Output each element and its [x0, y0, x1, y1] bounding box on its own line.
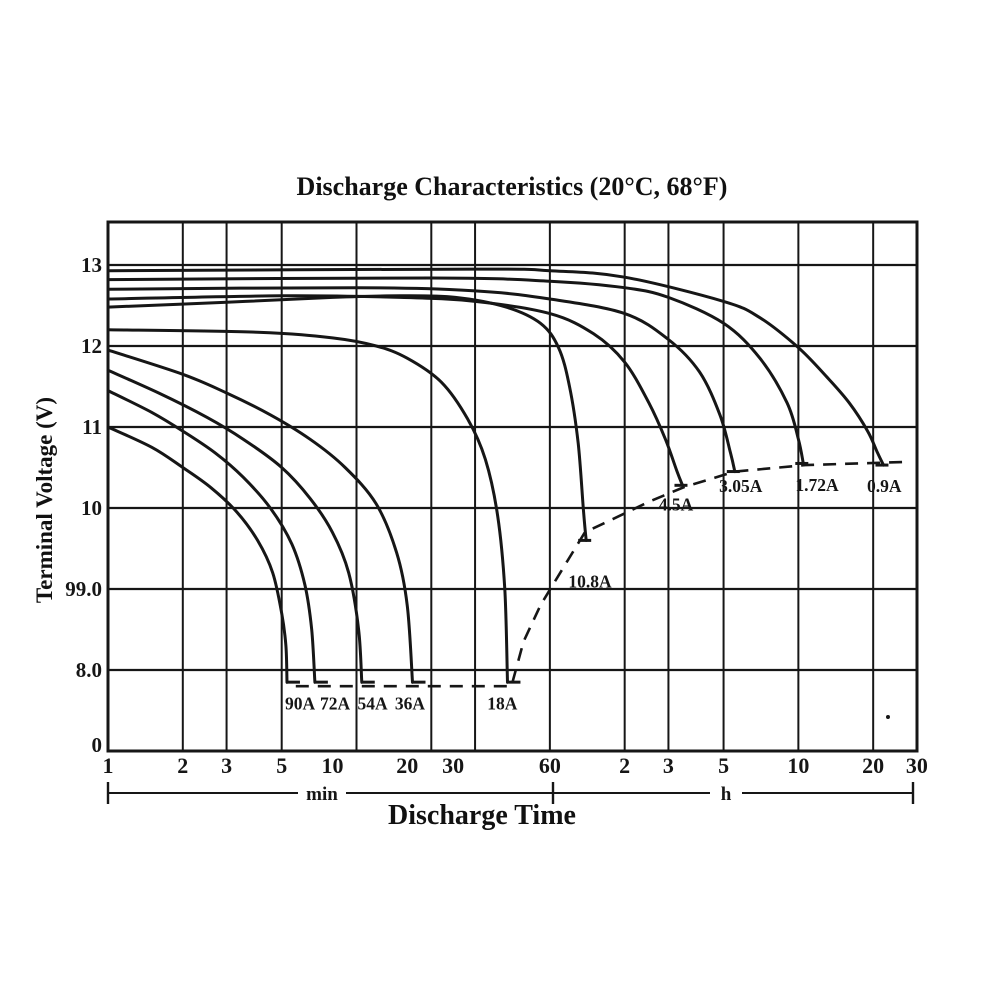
curve-label-54A: 54A [357, 694, 388, 714]
series-curve-72A [106, 389, 317, 684]
x-tick-label: 20 [862, 753, 884, 778]
x-tick-label: 2 [177, 753, 188, 778]
x-tick-label: 3 [663, 753, 674, 778]
x-tick-label: 60 [539, 753, 561, 778]
x-tick-label: 5 [276, 753, 287, 778]
series-curve-3.05A [106, 286, 737, 474]
y-tick-label: 8.0 [76, 658, 102, 682]
y-tick-label: 0 [92, 733, 103, 757]
x-tick-label: 10 [322, 753, 344, 778]
x-tick-label: 30 [442, 753, 464, 778]
x-tick-label: 20 [396, 753, 418, 778]
curve-label-3.05A: 3.05A [719, 476, 763, 496]
curve-label-1.72A: 1.72A [795, 475, 839, 495]
y-tick-label: 10 [81, 496, 102, 520]
x-tick-label: 30 [906, 753, 928, 778]
series-curve-0.9A [106, 267, 885, 467]
series-curve-36A [106, 348, 414, 684]
chart-title: Discharge Characteristics (20°C, 68°F) [296, 172, 728, 201]
y-tick-label: 11 [82, 415, 102, 439]
x-tick-label: 5 [718, 753, 729, 778]
unit-label-h: h [721, 784, 732, 805]
scan-speck [886, 715, 890, 719]
chart-border [106, 220, 919, 753]
curve-label-72A: 72A [320, 694, 351, 714]
y-tick-label: 99.0 [65, 577, 102, 601]
y-tick-label: 13 [81, 253, 102, 277]
curve-label-4.5A: 4.5A [659, 494, 694, 514]
series-curve-90A [106, 425, 289, 684]
curve-label-18A: 18A [487, 694, 518, 714]
x-tick-label: 2 [619, 753, 630, 778]
x-tick-label: 10 [787, 753, 809, 778]
curve-label-36A: 36A [395, 694, 426, 714]
x-tick-label: 1 [103, 753, 114, 778]
curve-label-0.9A: 0.9A [867, 476, 902, 496]
unit-label-min: min [306, 784, 338, 805]
x-tick-label: 3 [221, 753, 232, 778]
x-axis-title: Discharge Time [388, 800, 576, 831]
y-tick-label: 12 [81, 334, 102, 358]
series-curve-1.72A [106, 276, 805, 465]
series-curve-10.8A [106, 294, 588, 542]
curve-label-90A: 90A [285, 694, 316, 714]
series-curve-4.5A [106, 294, 684, 487]
series-curve-54A [106, 368, 364, 684]
series-curve-18A [106, 328, 509, 684]
curve-label-10.8A: 10.8A [568, 571, 612, 591]
cutoff-dashed-curve [295, 460, 910, 688]
